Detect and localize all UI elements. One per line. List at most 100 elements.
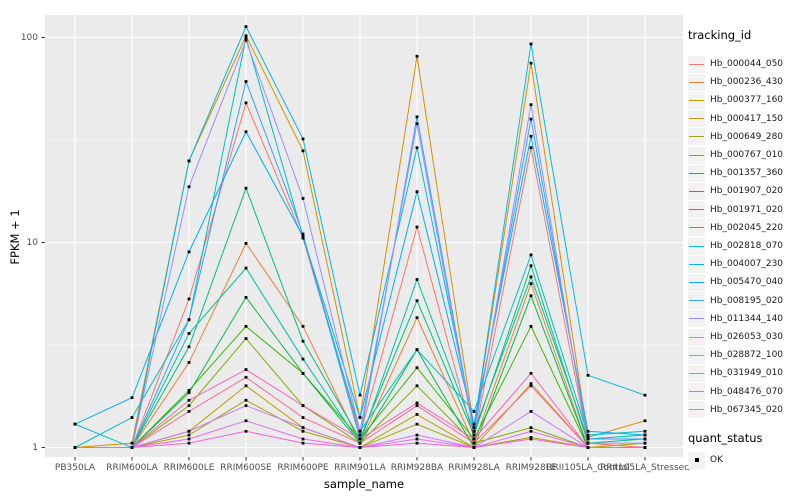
data-point [529, 117, 533, 121]
data-point [529, 103, 533, 107]
data-point [187, 391, 191, 395]
data-point [187, 361, 191, 364]
data-point [472, 437, 476, 441]
legend-key-line-icon [689, 245, 704, 247]
data-point [187, 404, 191, 408]
legend-item-Hb_001357_360: Hb_001357_360 [688, 164, 783, 182]
data-point [244, 324, 248, 328]
legend-item-Hb_000044_050: Hb_000044_050 [688, 55, 783, 73]
legend-key-swatch [688, 310, 705, 328]
legend-key-swatch [688, 328, 705, 346]
data-point [187, 345, 191, 349]
data-point [187, 318, 191, 322]
x-tick-label: RRIM600LA [106, 463, 158, 473]
legend-key-swatch [688, 128, 705, 146]
data-point [244, 266, 248, 270]
legend-item-Hb_067345_020: Hb_067345_020 [688, 401, 783, 419]
data-point [529, 437, 533, 441]
data-point [529, 146, 533, 150]
legend-item-Hb_011344_140: Hb_011344_140 [688, 310, 783, 328]
data-point [415, 190, 419, 194]
legend-item-label: Hb_000377_160 [710, 95, 784, 106]
legend-key-line-icon [689, 409, 704, 411]
data-point [472, 441, 476, 445]
legend-key-swatch [688, 110, 705, 128]
legend-key-swatch [688, 273, 705, 291]
legend-item-label: Hb_000649_280 [710, 131, 784, 142]
data-point [187, 185, 191, 189]
data-point [187, 433, 191, 437]
legend-item-Hb_026053_030: Hb_026053_030 [688, 328, 783, 346]
legend-item-Hb_001971_020: Hb_001971_020 [688, 201, 783, 219]
data-point [244, 34, 248, 38]
legend-key-swatch [688, 292, 705, 310]
data-point [358, 429, 362, 433]
legend-key-line-icon [689, 372, 704, 374]
data-point [301, 371, 305, 375]
y-tick-label: 100 [20, 32, 38, 43]
x-tick-label: RRIM901LA [334, 463, 386, 473]
legend-item-label: Hb_002818_070 [710, 241, 784, 251]
data-point [415, 278, 419, 281]
legend-item-label: Hb_002045_220 [710, 222, 784, 233]
legend-item-Hb_001907_020: Hb_001907_020 [688, 182, 783, 200]
data-point [358, 446, 362, 449]
data-point [586, 373, 590, 377]
legend-key-line-icon [689, 154, 704, 156]
legend-item-Hb_002045_220: Hb_002045_220 [688, 219, 783, 237]
x-tick-label: RRIM600PE [277, 463, 329, 473]
data-point [529, 429, 533, 433]
legend-key-swatch [688, 182, 705, 200]
data-point [643, 419, 647, 423]
legend-key-swatch [688, 401, 705, 419]
legend-item-label: Hb_001907_020 [710, 186, 784, 197]
data-point [73, 422, 77, 426]
data-point [643, 433, 647, 437]
data-point [301, 426, 305, 430]
y-tick-label: 10 [26, 237, 38, 248]
data-point [529, 382, 533, 385]
data-point [415, 225, 419, 229]
data-point [415, 348, 419, 352]
data-point [415, 433, 419, 437]
data-point [529, 410, 533, 413]
legend-key-line-icon [689, 190, 704, 192]
legend-key-swatch [688, 383, 705, 401]
legend-item-label: Hb_026053_030 [710, 332, 784, 342]
legend-item-label: Hb_000767_010 [710, 150, 784, 160]
legend-key-line-icon [689, 99, 704, 101]
data-point [415, 366, 419, 370]
data-point [187, 388, 191, 392]
data-point [130, 416, 134, 419]
legend-item-label: Hb_048476_070 [710, 386, 784, 397]
legend-item-label: Hb_001971_020 [710, 204, 784, 215]
data-point [415, 404, 419, 408]
legend-item-Hb_000377_160: Hb_000377_160 [688, 91, 783, 109]
data-point [529, 426, 533, 430]
data-point [358, 437, 362, 441]
data-point [358, 441, 362, 445]
data-point [187, 441, 191, 445]
legend-key-line-icon [689, 136, 704, 138]
data-point [415, 422, 419, 426]
legend-key-line-icon [689, 281, 704, 283]
ok-point-icon [694, 458, 699, 462]
data-point [529, 384, 533, 388]
data-point [529, 294, 533, 298]
legend-key-swatch [688, 201, 705, 219]
data-point [586, 429, 590, 433]
legend-item-Hb_000417_150: Hb_000417_150 [688, 110, 783, 128]
legend-item-Hb_002818_070: Hb_002818_070 [688, 237, 783, 255]
legend-key-line-icon [689, 354, 704, 356]
x-tick-label: RRIM928LE [505, 463, 557, 473]
data-point [472, 426, 476, 430]
legend-key-swatch [688, 91, 705, 109]
legend-key-line-icon [689, 318, 704, 320]
data-point [187, 297, 191, 301]
data-point [643, 446, 647, 449]
quant-status-key [688, 451, 705, 469]
data-point [244, 398, 248, 402]
legend-key-line-icon [689, 336, 704, 338]
data-point [415, 299, 419, 303]
